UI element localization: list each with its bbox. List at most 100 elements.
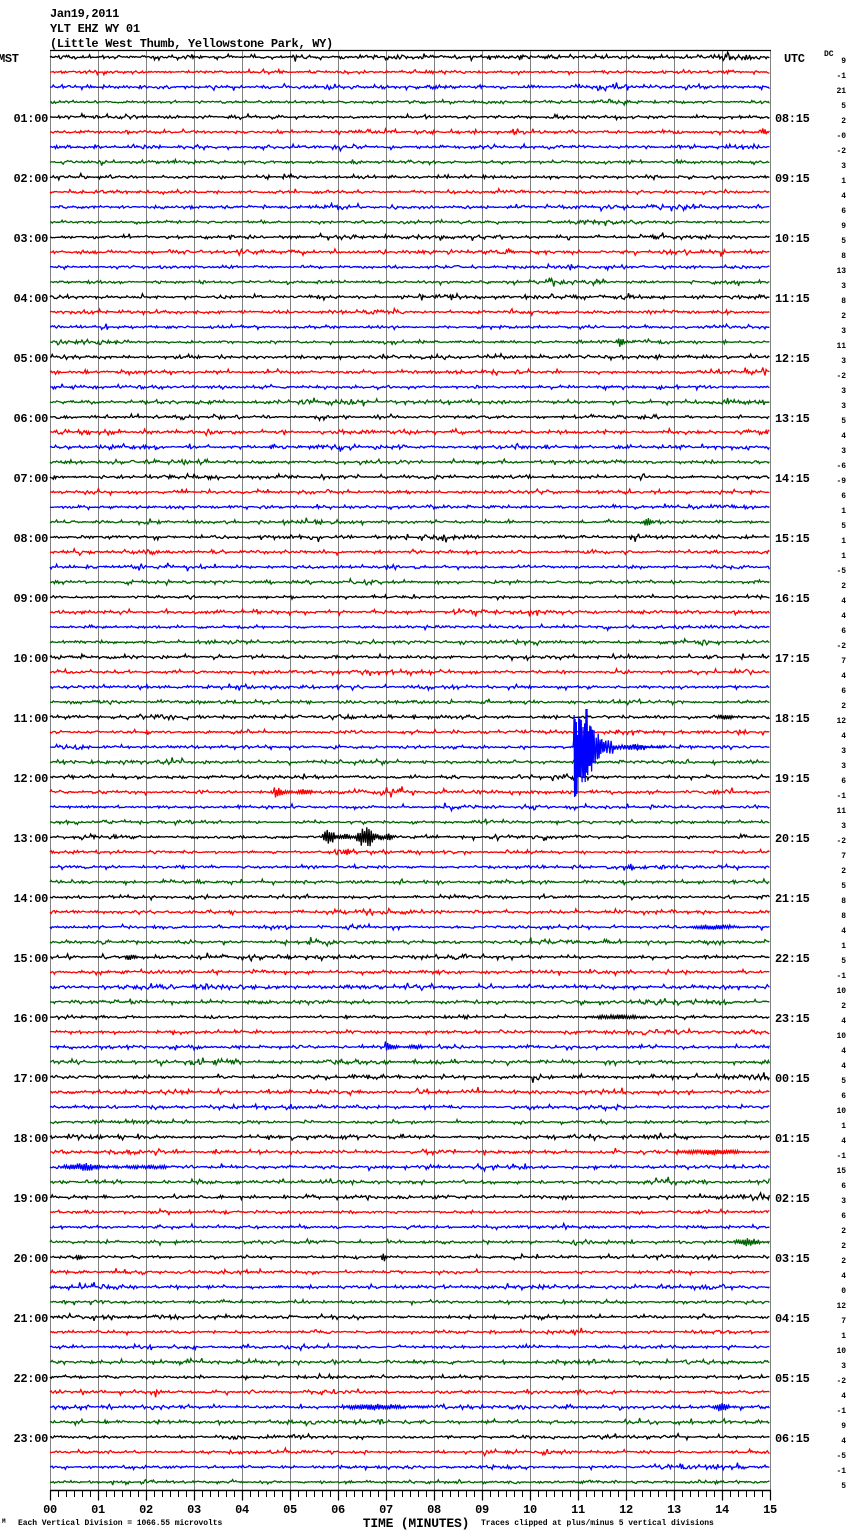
svg-text:6: 6 xyxy=(841,627,846,636)
svg-text:-1: -1 xyxy=(836,1407,846,1416)
svg-text:6: 6 xyxy=(841,1182,846,1191)
svg-text:6: 6 xyxy=(841,1212,846,1221)
svg-text:Each Vertical Division = 1066.: Each Vertical Division = 1066.55 microvo… xyxy=(18,1519,223,1528)
svg-text:5: 5 xyxy=(841,1482,846,1491)
svg-text:09:00: 09:00 xyxy=(13,592,48,606)
svg-text:9: 9 xyxy=(841,57,846,66)
svg-text:21: 21 xyxy=(836,87,846,96)
svg-text:6: 6 xyxy=(841,777,846,786)
svg-text:14: 14 xyxy=(715,1503,729,1517)
svg-text:9: 9 xyxy=(841,222,846,231)
svg-text:11:00: 11:00 xyxy=(13,712,48,726)
svg-text:1: 1 xyxy=(841,177,846,186)
svg-text:06:15: 06:15 xyxy=(775,1432,810,1446)
svg-text:4: 4 xyxy=(841,1392,846,1401)
svg-text:11: 11 xyxy=(571,1503,585,1517)
svg-text:8: 8 xyxy=(841,897,846,906)
svg-text:10:00: 10:00 xyxy=(13,652,48,666)
svg-text:19:00: 19:00 xyxy=(13,1192,48,1206)
svg-text:-1: -1 xyxy=(836,1467,846,1476)
svg-text:2: 2 xyxy=(841,1227,846,1236)
svg-text:2: 2 xyxy=(841,702,846,711)
svg-text:7: 7 xyxy=(841,852,846,861)
svg-text:05:00: 05:00 xyxy=(13,352,48,366)
svg-text:5: 5 xyxy=(841,522,846,531)
svg-text:20:00: 20:00 xyxy=(13,1252,48,1266)
svg-text:12:15: 12:15 xyxy=(775,352,810,366)
svg-text:5: 5 xyxy=(841,102,846,111)
svg-text:22:15: 22:15 xyxy=(775,952,810,966)
svg-text:1: 1 xyxy=(841,537,846,546)
svg-text:10: 10 xyxy=(523,1503,537,1517)
svg-text:6: 6 xyxy=(841,1092,846,1101)
svg-text:03:00: 03:00 xyxy=(13,232,48,246)
svg-text:18:00: 18:00 xyxy=(13,1132,48,1146)
svg-text:3: 3 xyxy=(841,387,846,396)
svg-text:16:00: 16:00 xyxy=(13,1012,48,1026)
svg-text:02:15: 02:15 xyxy=(775,1192,810,1206)
svg-text:8: 8 xyxy=(841,252,846,261)
svg-text:12: 12 xyxy=(619,1503,633,1517)
svg-text:08:00: 08:00 xyxy=(13,532,48,546)
svg-text:-6: -6 xyxy=(836,462,846,471)
svg-text:7: 7 xyxy=(841,1317,846,1326)
svg-text:8: 8 xyxy=(841,912,846,921)
svg-text:3: 3 xyxy=(841,282,846,291)
svg-text:TIME (MINUTES): TIME (MINUTES) xyxy=(363,1516,469,1531)
svg-text:19:15: 19:15 xyxy=(775,772,810,786)
svg-text:13:00: 13:00 xyxy=(13,832,48,846)
svg-text:-2: -2 xyxy=(836,372,846,381)
svg-text:04:00: 04:00 xyxy=(13,292,48,306)
svg-text:12: 12 xyxy=(836,717,846,726)
svg-text:14:00: 14:00 xyxy=(13,892,48,906)
svg-text:-9: -9 xyxy=(836,477,846,486)
svg-text:10: 10 xyxy=(836,987,846,996)
svg-text:07:00: 07:00 xyxy=(13,472,48,486)
svg-text:-2: -2 xyxy=(836,642,846,651)
svg-text:YLT EHZ WY 01: YLT EHZ WY 01 xyxy=(50,22,140,36)
svg-text:3: 3 xyxy=(841,1362,846,1371)
svg-text:-2: -2 xyxy=(836,1377,846,1386)
svg-text:07: 07 xyxy=(379,1503,393,1517)
svg-text:14:15: 14:15 xyxy=(775,472,810,486)
svg-text:4: 4 xyxy=(841,597,846,606)
svg-text:16:15: 16:15 xyxy=(775,592,810,606)
svg-text:08: 08 xyxy=(427,1503,441,1517)
svg-text:5: 5 xyxy=(841,882,846,891)
svg-text:-2: -2 xyxy=(836,147,846,156)
svg-text:1: 1 xyxy=(841,552,846,561)
svg-text:4: 4 xyxy=(841,927,846,936)
svg-text:2: 2 xyxy=(841,1257,846,1266)
svg-text:18:15: 18:15 xyxy=(775,712,810,726)
svg-text:UTC: UTC xyxy=(784,52,805,66)
svg-text:02: 02 xyxy=(139,1503,153,1517)
svg-text:2: 2 xyxy=(841,1002,846,1011)
svg-text:03:15: 03:15 xyxy=(775,1252,810,1266)
svg-text:00:15: 00:15 xyxy=(775,1072,810,1086)
svg-text:1: 1 xyxy=(841,507,846,516)
svg-text:7: 7 xyxy=(841,657,846,666)
svg-text:5: 5 xyxy=(841,417,846,426)
svg-text:12: 12 xyxy=(836,1302,846,1311)
svg-text:9: 9 xyxy=(841,1422,846,1431)
svg-text:10: 10 xyxy=(836,1347,846,1356)
svg-text:1: 1 xyxy=(841,1122,846,1131)
svg-text:-0: -0 xyxy=(836,132,846,141)
svg-text:-5: -5 xyxy=(836,567,846,576)
svg-text:2: 2 xyxy=(841,867,846,876)
svg-text:15:15: 15:15 xyxy=(775,532,810,546)
svg-text:06:00: 06:00 xyxy=(13,412,48,426)
svg-text:11:15: 11:15 xyxy=(775,292,810,306)
svg-text:22:00: 22:00 xyxy=(13,1372,48,1386)
svg-text:02:00: 02:00 xyxy=(13,172,48,186)
svg-text:6: 6 xyxy=(841,207,846,216)
svg-text:4: 4 xyxy=(841,672,846,681)
svg-text:4: 4 xyxy=(841,1047,846,1056)
svg-text:1: 1 xyxy=(841,942,846,951)
svg-text:6: 6 xyxy=(841,687,846,696)
svg-text:-1: -1 xyxy=(836,972,846,981)
svg-text:Jan19,2011: Jan19,2011 xyxy=(50,7,119,21)
svg-text:15: 15 xyxy=(836,1167,846,1176)
svg-text:04: 04 xyxy=(235,1503,249,1517)
svg-text:2: 2 xyxy=(841,582,846,591)
